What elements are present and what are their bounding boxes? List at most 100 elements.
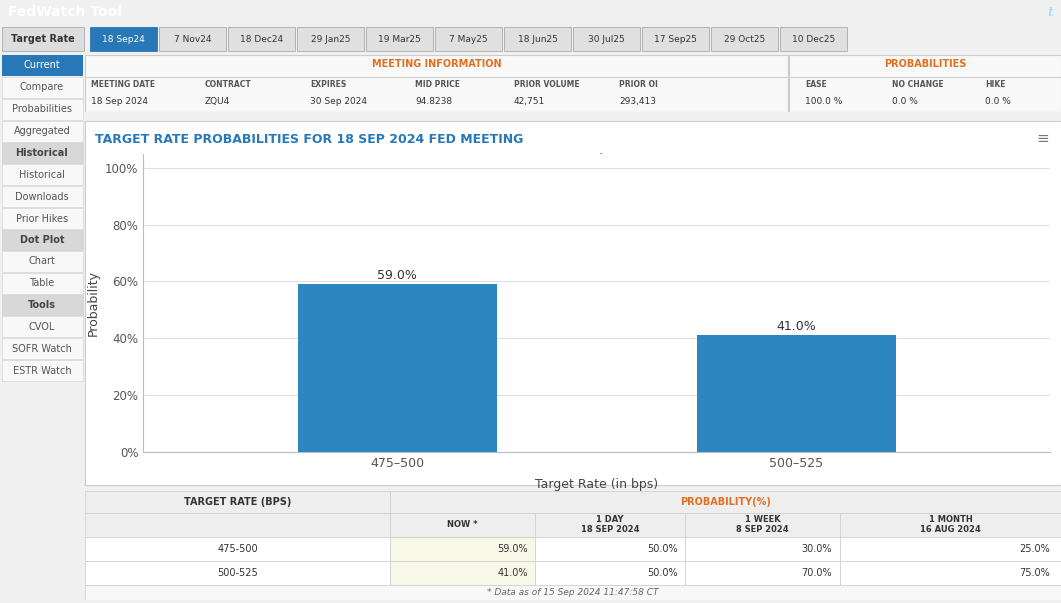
Text: 1 MONTH
16 AUG 2024: 1 MONTH 16 AUG 2024 bbox=[920, 515, 980, 534]
Bar bbox=[85, 585, 1061, 600]
Text: 29 Jan25: 29 Jan25 bbox=[311, 34, 350, 43]
Text: EASE: EASE bbox=[805, 80, 827, 89]
Text: 17 Sep25: 17 Sep25 bbox=[654, 34, 697, 43]
Bar bbox=[2, 77, 83, 98]
Text: ≡: ≡ bbox=[1037, 130, 1049, 145]
Text: EXPIRES: EXPIRES bbox=[310, 80, 346, 89]
Text: 59.0%: 59.0% bbox=[498, 544, 527, 554]
Text: 70.0%: 70.0% bbox=[802, 568, 832, 578]
Bar bbox=[390, 513, 535, 537]
Text: 30 Sep 2024: 30 Sep 2024 bbox=[310, 97, 367, 106]
Bar bbox=[573, 27, 640, 51]
Bar bbox=[85, 491, 390, 513]
Bar bbox=[840, 513, 1061, 537]
Text: Tools: Tools bbox=[28, 300, 56, 310]
Text: Target Rate: Target Rate bbox=[11, 34, 75, 44]
Bar bbox=[366, 27, 433, 51]
Bar bbox=[90, 27, 157, 51]
Text: Historical: Historical bbox=[19, 169, 65, 180]
Text: PRIOR VOLUME: PRIOR VOLUME bbox=[514, 80, 579, 89]
Text: 18 Dec24: 18 Dec24 bbox=[240, 34, 283, 43]
Text: 59.0%: 59.0% bbox=[378, 269, 417, 282]
X-axis label: Target Rate (in bps): Target Rate (in bps) bbox=[536, 478, 659, 491]
Bar bbox=[535, 513, 685, 537]
Text: HIKE: HIKE bbox=[985, 80, 1005, 89]
Text: PROBABILITY(%): PROBABILITY(%) bbox=[680, 497, 771, 507]
Text: PROBABILITIES: PROBABILITIES bbox=[884, 59, 967, 69]
Bar bbox=[840, 561, 1061, 585]
Text: FedWatch Tool: FedWatch Tool bbox=[8, 5, 122, 19]
Text: CVOL: CVOL bbox=[29, 321, 55, 332]
Text: 18 Sep 2024: 18 Sep 2024 bbox=[91, 97, 147, 106]
Text: ESTR Watch: ESTR Watch bbox=[13, 365, 71, 376]
Bar bbox=[2, 208, 83, 229]
Bar bbox=[2, 164, 83, 185]
Text: 10 Dec25: 10 Dec25 bbox=[792, 34, 835, 43]
Bar bbox=[2, 121, 83, 142]
Text: 75.0%: 75.0% bbox=[1020, 568, 1050, 578]
Text: 1 DAY
18 SEP 2024: 1 DAY 18 SEP 2024 bbox=[580, 515, 639, 534]
Text: MEETING INFORMATION: MEETING INFORMATION bbox=[371, 59, 501, 69]
Bar bbox=[2, 99, 83, 120]
Bar bbox=[2, 360, 83, 381]
Text: t: t bbox=[1048, 6, 1054, 19]
Text: 293,413: 293,413 bbox=[619, 97, 656, 106]
Bar bbox=[85, 537, 390, 561]
Bar bbox=[297, 27, 364, 51]
Bar bbox=[840, 537, 1061, 561]
Bar bbox=[535, 561, 685, 585]
Text: 41.0%: 41.0% bbox=[777, 320, 816, 333]
Bar bbox=[390, 561, 535, 585]
Bar bbox=[685, 513, 840, 537]
Text: TARGET RATE PROBABILITIES FOR 18 SEP 2024 FED MEETING: TARGET RATE PROBABILITIES FOR 18 SEP 202… bbox=[95, 133, 523, 145]
Text: 7 Nov24: 7 Nov24 bbox=[174, 34, 211, 43]
Text: 50.0%: 50.0% bbox=[647, 568, 678, 578]
Bar bbox=[85, 54, 787, 112]
Bar bbox=[85, 513, 390, 537]
Text: TARGET RATE (BPS): TARGET RATE (BPS) bbox=[184, 497, 291, 507]
Y-axis label: Probability: Probability bbox=[87, 270, 100, 336]
Text: 0.0 %: 0.0 % bbox=[985, 97, 1011, 106]
Bar bbox=[780, 27, 847, 51]
Text: Aggregated: Aggregated bbox=[14, 127, 70, 136]
Text: Prior Hikes: Prior Hikes bbox=[16, 213, 68, 224]
Text: * Data as of 15 Sep 2024 11:47:58 CT: * Data as of 15 Sep 2024 11:47:58 CT bbox=[487, 588, 659, 597]
Bar bbox=[2, 273, 83, 294]
Text: 100.0 %: 100.0 % bbox=[805, 97, 842, 106]
Text: 41.0%: 41.0% bbox=[498, 568, 527, 578]
Text: 0.0 %: 0.0 % bbox=[892, 97, 918, 106]
Text: CONTRACT: CONTRACT bbox=[205, 80, 251, 89]
Text: PRIOR OI: PRIOR OI bbox=[619, 80, 658, 89]
Bar bbox=[2, 338, 83, 359]
Text: NO CHANGE: NO CHANGE bbox=[892, 80, 944, 89]
Bar bbox=[2, 230, 83, 250]
Text: 475-500: 475-500 bbox=[218, 544, 258, 554]
Text: Table: Table bbox=[30, 279, 54, 288]
Text: 18 Jun25: 18 Jun25 bbox=[518, 34, 557, 43]
Text: 18 Sep24: 18 Sep24 bbox=[102, 34, 145, 43]
Bar bbox=[2, 295, 83, 315]
Bar bbox=[159, 27, 226, 51]
Text: NOW *: NOW * bbox=[447, 520, 477, 529]
Bar bbox=[642, 27, 709, 51]
Text: SOFR Watch: SOFR Watch bbox=[12, 344, 72, 353]
Bar bbox=[297, 284, 498, 452]
Text: Probabilities: Probabilities bbox=[12, 104, 72, 115]
Text: 30 Jul25: 30 Jul25 bbox=[588, 34, 625, 43]
Bar bbox=[228, 27, 295, 51]
Bar bbox=[2, 143, 83, 163]
Text: 19 Mar25: 19 Mar25 bbox=[378, 34, 421, 43]
Bar bbox=[390, 537, 535, 561]
Bar bbox=[535, 537, 685, 561]
Text: 1 WEEK
8 SEP 2024: 1 WEEK 8 SEP 2024 bbox=[736, 515, 788, 534]
Text: 7 May25: 7 May25 bbox=[449, 34, 488, 43]
Text: 30.0%: 30.0% bbox=[802, 544, 832, 554]
Bar bbox=[685, 561, 840, 585]
Text: Current: Current bbox=[23, 60, 60, 71]
Bar bbox=[2, 55, 83, 76]
Bar bbox=[504, 27, 571, 51]
Text: Compare: Compare bbox=[20, 83, 64, 92]
Bar bbox=[685, 537, 840, 561]
Bar bbox=[788, 54, 1061, 112]
Text: Downloads: Downloads bbox=[15, 192, 69, 201]
